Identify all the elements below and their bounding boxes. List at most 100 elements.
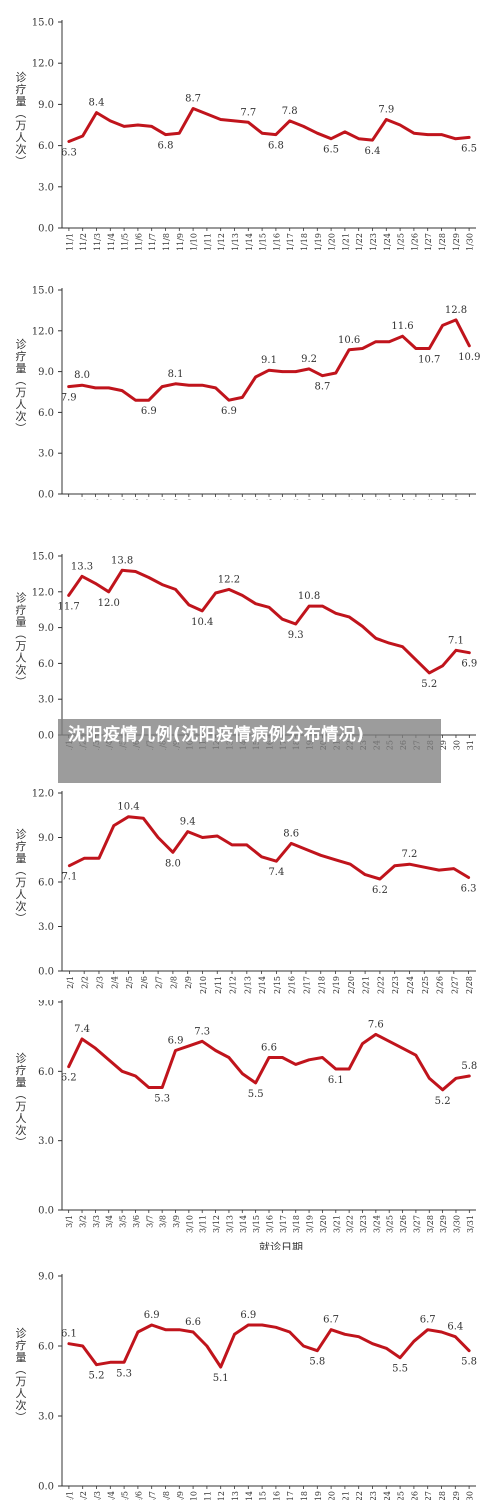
x-tick-label: 11/5 xyxy=(121,233,130,250)
data-point xyxy=(254,375,257,379)
x-tick-label: 12/14 xyxy=(239,499,248,500)
data-point xyxy=(452,867,456,870)
y-axis-label-char: 诊 xyxy=(16,1326,27,1340)
x-tick-label: 12/22 xyxy=(346,499,355,500)
data-point xyxy=(408,863,411,866)
data-point xyxy=(95,111,98,114)
y-axis-label-char: 诊 xyxy=(16,337,27,351)
data-point xyxy=(414,347,418,350)
x-tick-label: 3/25 xyxy=(386,1215,395,1233)
data-label: 6.5 xyxy=(323,145,339,156)
data-label: 6.3 xyxy=(461,884,477,895)
data-label: 11.7 xyxy=(58,601,80,612)
data-label: 7.8 xyxy=(282,106,298,117)
data-label: 8.1 xyxy=(168,369,184,380)
x-tick-label: 3/12 xyxy=(212,1215,221,1233)
data-point xyxy=(80,1037,84,1041)
x-tick-label: 2/6 xyxy=(140,976,149,989)
data-point xyxy=(191,1330,195,1334)
data-label: 6.1 xyxy=(328,1075,344,1086)
data-label: 6.9 xyxy=(221,406,237,417)
data-point xyxy=(164,1328,167,1331)
chart-panel-4: 0.0 3.0 6.0 9.0 12.0 诊疗量（万人次） 2/1 2/2 2/3 2/4 2/5 2… xyxy=(0,750,500,1000)
y-tick-label: 9.0 xyxy=(38,100,54,111)
x-tick-label: 3/10 xyxy=(185,1215,194,1233)
chart-panel-2: 0.0 3.0 6.0 9.0 12.0 15.0 诊疗量（万人次） 12/1 12/2 12/3… xyxy=(0,250,500,501)
chart-panel-6: 0.0 3.0 6.0 9.0 诊疗量（万人次） 4/1 4/2 4/3 4/4 4/5 4/6 4/… xyxy=(0,1250,500,1501)
y-axis-label-char: 次 xyxy=(16,409,27,423)
data-point xyxy=(174,1049,177,1052)
x-tick-label: 2/13 xyxy=(243,976,252,994)
data-point xyxy=(81,1344,84,1348)
data-label: 6.7 xyxy=(323,1315,339,1326)
data-point xyxy=(134,570,137,573)
y-axis-label-char: 人 xyxy=(16,398,27,411)
x-tick-label: 4/29 xyxy=(452,1491,461,1500)
x-tick-label: 4/21 xyxy=(341,1491,350,1500)
data-point xyxy=(120,569,124,572)
data-point xyxy=(454,1077,458,1080)
data-point xyxy=(254,1081,257,1085)
x-tick-label: 11/27 xyxy=(424,233,433,250)
x-tick-label: 4/28 xyxy=(438,1491,447,1500)
data-point xyxy=(275,860,278,863)
x-tick-label: 2/19 xyxy=(332,976,341,994)
x-tick-label: 2/28 xyxy=(465,976,474,994)
data-point xyxy=(227,1056,231,1059)
data-point xyxy=(233,1333,236,1336)
x-tick-label: 12/23 xyxy=(359,499,368,500)
x-tick-label: 2/4 xyxy=(110,976,119,989)
data-point xyxy=(440,1330,443,1334)
data-point xyxy=(374,637,378,640)
data-point xyxy=(321,604,324,608)
x-tick-label: 3/11 xyxy=(199,1215,208,1233)
x-tick-label: 12/10 xyxy=(185,499,194,500)
chart-svg-5: 0.0 3.0 6.0 9.0 诊疗量（万人次） 3/1 3/2 3/3 3/4 3/5 3/6 3/… xyxy=(14,1000,477,1250)
x-tick-label: 4/1 xyxy=(65,1491,74,1500)
y-axis-label-char: 次 xyxy=(16,142,27,156)
y-axis-label-char: （ xyxy=(14,1364,27,1375)
data-point xyxy=(468,344,471,347)
x-tick-label: 4/23 xyxy=(369,1491,378,1500)
y-axis-label-char: 疗 xyxy=(16,1338,27,1352)
data-point xyxy=(441,1088,444,1092)
data-label: 5.2 xyxy=(421,679,437,690)
x-tick-label: 4/15 xyxy=(259,1491,268,1500)
data-label: 12.0 xyxy=(98,598,120,609)
x-tick-label: 3/26 xyxy=(399,1215,408,1233)
x-tick-label: 12/26 xyxy=(399,499,408,500)
x-tick-label: 3/16 xyxy=(266,1215,275,1233)
data-point xyxy=(334,1067,337,1071)
data-point xyxy=(214,386,217,390)
y-tick-label: 9.0 xyxy=(38,367,54,378)
x-tick-label: 3/15 xyxy=(252,1215,261,1233)
chart-svg-1: 0.0 3.0 6.0 9.0 12.0 15.0 诊疗量（万人次） 11/1 11/2 11/3… xyxy=(14,18,477,251)
data-label: 5.5 xyxy=(248,1089,264,1100)
x-tick-label: 3/22 xyxy=(346,1215,355,1233)
data-point xyxy=(134,1074,137,1078)
data-point xyxy=(329,1328,333,1331)
y-axis-label-char: 量 xyxy=(16,616,27,629)
data-point xyxy=(294,1063,297,1066)
y-axis-label-char: 量 xyxy=(16,1076,27,1089)
x-tick-label: 3/23 xyxy=(359,1215,368,1233)
data-point xyxy=(343,130,347,134)
y-axis-label-char: 人 xyxy=(16,888,27,901)
data-label: 6.6 xyxy=(261,1042,277,1053)
data-point xyxy=(374,340,378,343)
y-axis-label-char: 量 xyxy=(16,95,27,108)
data-point xyxy=(319,854,322,857)
x-tick-label: 12/31 xyxy=(466,499,475,500)
data-point xyxy=(294,370,297,373)
data-label: 5.5 xyxy=(392,1364,408,1375)
data-label: 5.2 xyxy=(89,1371,105,1382)
data-point xyxy=(361,625,364,628)
y-tick-label: 6.0 xyxy=(38,1067,54,1078)
data-point xyxy=(440,133,443,136)
data-label: 12.2 xyxy=(218,574,240,585)
data-point xyxy=(428,1077,431,1080)
data-point xyxy=(164,133,167,136)
data-label: 6.1 xyxy=(61,1329,77,1340)
y-axis-label-char: 万 xyxy=(16,119,27,132)
data-label: 8.0 xyxy=(165,858,181,869)
